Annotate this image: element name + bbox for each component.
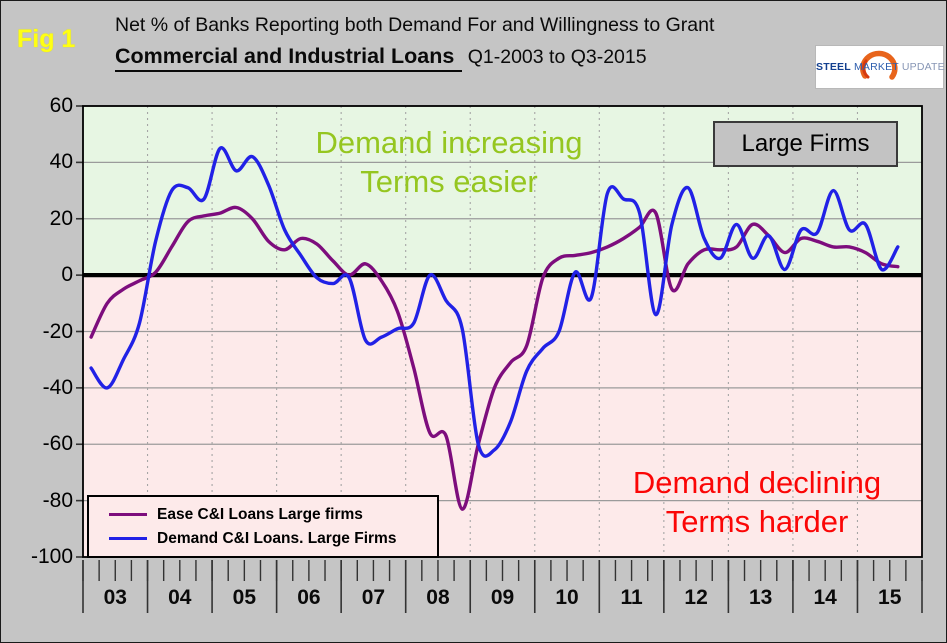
logo-text: STEEL MARKET UPDATE [816,61,945,73]
ease-series-label: Ease C&I Loans Large firms [157,505,363,523]
y-axis-label: -40 [42,375,73,399]
figure-number-label: Fig 1 [17,25,76,53]
chart-title: Net % of Banks Reporting both Demand For… [115,14,714,72]
line-chart: 03 04 05 06 07 08 09 10 11 12 13 14 15 [76,105,923,613]
y-axis-label: 0 [61,263,73,287]
demand-line-swatch [109,537,147,540]
chart-title-line2: Commercial and Industrial Loans Q1-2003 … [115,44,714,72]
plot-border [82,105,923,558]
ease-series-line [89,205,900,511]
steel-market-update-logo: STEEL MARKET UPDATE [815,45,945,89]
x-axis-year-label: 04 [168,586,192,609]
y-axis-label: 20 [49,206,73,230]
x-axis-year-label: 11 [620,586,643,609]
logo-word-steel: STEEL [816,61,851,73]
x-axis-year-label: 09 [491,586,514,609]
legend-row-ease: Ease C&I Loans Large firms [109,506,437,524]
logo-word-update: UPDATE [901,61,945,73]
y-axis-label: -20 [42,319,73,343]
y-axis-label: 40 [49,150,73,174]
x-axis-year-label: 07 [362,586,385,609]
y-axis-label: -80 [42,488,73,512]
large-firms-badge: Large Firms [713,121,898,167]
terms-easier-line2: Terms easier [360,164,538,199]
x-axis-year-label: 14 [814,586,838,609]
x-axis-year-label: 08 [426,586,450,609]
x-axis-year-label: 10 [555,586,578,609]
y-axis-label: -60 [42,432,73,456]
chart-title-loans-label: Commercial and Industrial Loans [115,44,463,72]
x-axis-year-label: 15 [878,586,902,609]
legend-row-demand: Demand C&I Loans. Large Firms [109,530,437,548]
x-axis-year-label: 12 [684,586,707,609]
chart-title-line1: Net % of Banks Reporting both Demand For… [115,14,715,36]
x-axis-year-label: 06 [297,586,320,609]
x-axis-year-label: 03 [104,586,127,609]
chart-title-date-range: Q1-2003 to Q3-2015 [467,46,647,68]
logo-word-market: MARKET [853,61,899,73]
y-axis-label: 60 [49,94,73,117]
terms-harder-line2: Terms harder [665,504,849,539]
x-axis-year-label: 05 [233,586,257,609]
logo-swoosh-icon [860,50,898,80]
ease-line-swatch [109,513,147,516]
x-axis-year-label: 13 [749,586,772,609]
large-firms-label: Large Firms [741,130,870,157]
demand-series-label: Demand C&I Loans. Large Firms [157,529,397,547]
chart-legend: Ease C&I Loans Large firms Demand C&I Lo… [87,495,439,558]
demand-declining-line1: Demand declining [632,465,882,500]
demand-increasing-line1: Demand increasing [315,125,583,160]
y-axis-label: -100 [30,545,73,568]
demand-declining-annotation: Demand declining Terms harder [598,463,916,541]
demand-series-line [89,146,900,458]
demand-increasing-annotation: Demand increasing Terms easier [284,123,614,201]
